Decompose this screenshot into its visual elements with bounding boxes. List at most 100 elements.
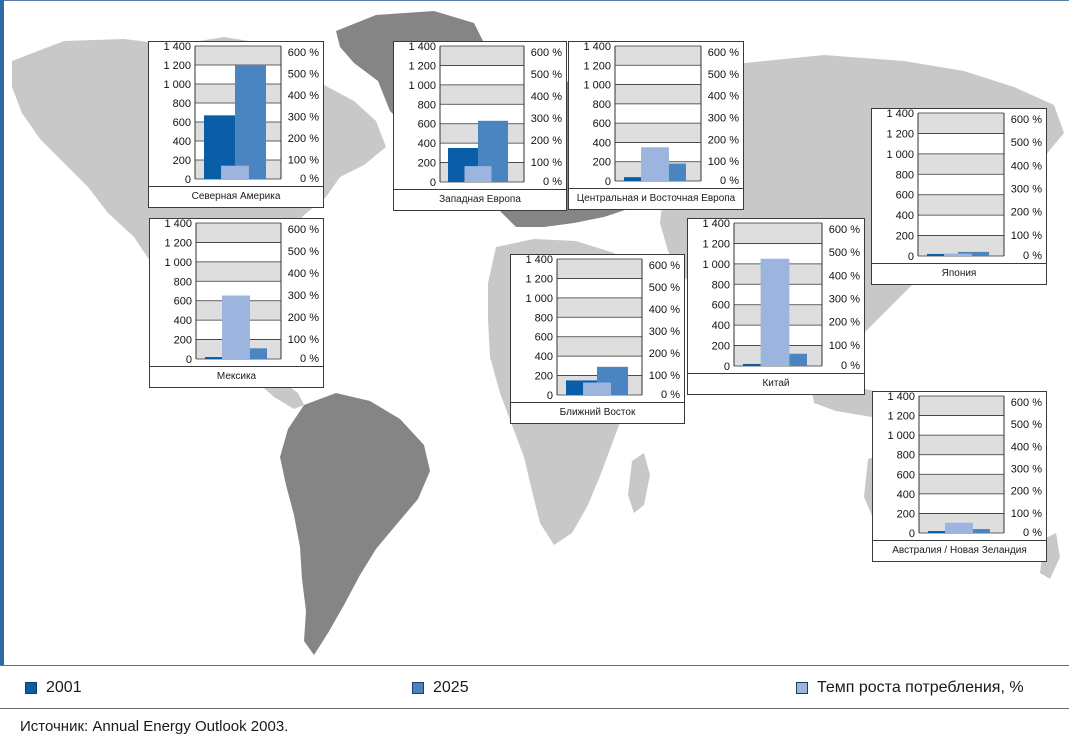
left-tick-label: 1 200 (408, 60, 436, 72)
left-tick-label: 1 000 (583, 80, 611, 92)
right-tick-label: 200 % (649, 348, 680, 360)
bar-growth (641, 147, 669, 181)
mini-chart-svg: 1 400 1 200 1 000 800 600 400 200 0 600 % 500 % 40… (164, 219, 319, 366)
right-tick-label: 200 % (1011, 486, 1042, 498)
chart-panel-mexico: 1 400 1 200 1 000 800 600 400 200 0 600 % 500 % 40… (149, 218, 324, 388)
grid-band (919, 435, 1004, 455)
right-tick-label: 400 % (1011, 160, 1042, 172)
madagascar-landmass (628, 453, 650, 513)
region-label: Мексика (150, 366, 323, 387)
right-tick-label: 400 % (1011, 441, 1042, 453)
left-tick-label: 400 (896, 210, 914, 222)
region-label: Китай (688, 373, 864, 394)
right-tick-label: 200 % (829, 317, 860, 329)
right-tick-label: 600 % (1011, 114, 1042, 126)
left-tick-label: 1 200 (887, 411, 915, 423)
left-tick-label: 1 400 (525, 255, 553, 266)
region-label: Западная Европа (394, 189, 566, 210)
right-tick-label: 0 % (543, 176, 562, 188)
bar-2001 (205, 357, 236, 359)
right-tick-label: 400 % (649, 304, 680, 316)
right-tick-label: 400 % (708, 91, 739, 103)
bar-growth (221, 165, 249, 179)
left-tick-label: 200 (897, 508, 915, 520)
legend-label-2001: 2001 (46, 679, 82, 696)
grid-band (919, 474, 1004, 494)
right-tick-label: 200 % (708, 134, 739, 146)
right-tick-label: 200 % (1011, 207, 1042, 219)
left-tick-label: 0 (186, 354, 192, 366)
mini-chart-svg: 1 400 1 200 1 000 800 600 400 200 0 600 % 500 % 40… (886, 109, 1042, 263)
right-tick-label: 0 % (661, 389, 680, 401)
source-note: Источник: Annual Energy Outlook 2003. (20, 718, 289, 735)
left-tick-label: 400 (712, 320, 730, 332)
right-tick-label: 400 % (829, 270, 860, 282)
left-tick-label: 800 (897, 450, 915, 462)
left-tick-label: 600 (712, 300, 730, 312)
left-tick-label: 1 000 (886, 149, 914, 161)
bar-2025 (959, 529, 990, 533)
left-tick-label: 600 (897, 469, 915, 481)
right-tick-label: 100 % (829, 340, 860, 352)
legend-item-2025: 2025 (412, 678, 469, 698)
bar-growth (222, 295, 250, 359)
right-tick-label: 100 % (708, 156, 739, 168)
left-tick-label: 600 (593, 118, 611, 130)
bar-2001 (743, 363, 775, 366)
left-tick-label: 1 400 (702, 219, 730, 230)
left-tick-label: 400 (593, 137, 611, 149)
left-tick-label: 800 (896, 169, 914, 181)
right-tick-label: 200 % (531, 135, 562, 147)
left-tick-label: 1 200 (886, 128, 914, 140)
right-tick-label: 200 % (288, 133, 319, 145)
right-tick-label: 100 % (1011, 508, 1042, 520)
grid-band (557, 336, 642, 357)
grid-band (918, 113, 1004, 134)
left-tick-label: 200 (418, 158, 436, 170)
left-tick-label: 1 400 (408, 42, 436, 53)
left-tick-label: 600 (896, 190, 914, 202)
chart-panel-central-eastern-europe: 1 400 1 200 1 000 800 600 400 200 0 600 % 500 % 40… (568, 41, 744, 210)
left-tick-label: 200 (173, 155, 191, 167)
bar-2025 (958, 251, 989, 256)
left-tick-label: 800 (712, 279, 730, 291)
region-label: Центральная и Восточная Европа (569, 188, 743, 209)
right-tick-label: 300 % (1011, 464, 1042, 476)
right-tick-label: 0 % (1023, 527, 1042, 539)
right-tick-label: 600 % (708, 47, 739, 59)
world-map: 1 400 1 200 1 000 800 600 400 200 0 600 % 500 % 40… (4, 1, 1069, 665)
left-tick-label: 200 (712, 341, 730, 353)
right-tick-label: 0 % (720, 175, 739, 187)
left-tick-label: 1 000 (408, 80, 436, 92)
right-tick-label: 0 % (300, 173, 319, 185)
right-tick-label: 500 % (1011, 419, 1042, 431)
legend-swatch-2001 (25, 682, 37, 694)
bar-growth (945, 522, 973, 533)
left-tick-label: 1 200 (525, 273, 553, 285)
left-tick-label: 400 (173, 136, 191, 148)
left-tick-label: 0 (909, 528, 915, 540)
left-tick-label: 400 (174, 315, 192, 327)
right-tick-label: 100 % (288, 155, 319, 167)
grid-band (196, 223, 281, 243)
left-tick-label: 1 000 (887, 430, 915, 442)
chart-panel-china: 1 400 1 200 1 000 800 600 400 200 0 600 % 500 % 40… (687, 218, 865, 395)
left-tick-label: 800 (174, 276, 192, 288)
chart-panel-japan: 1 400 1 200 1 000 800 600 400 200 0 600 % 500 % 40… (871, 108, 1047, 285)
mini-chart-svg: 1 400 1 200 1 000 800 600 400 200 0 600 % 500 % 40… (408, 42, 562, 189)
left-tick-label: 0 (605, 176, 611, 188)
grid-band (440, 46, 524, 66)
right-tick-label: 600 % (531, 47, 562, 59)
bar-growth (760, 258, 790, 366)
grid-band (195, 46, 281, 65)
bar-growth (464, 166, 492, 182)
right-tick-label: 100 % (288, 334, 319, 346)
bar-growth (583, 382, 611, 395)
right-tick-label: 500 % (649, 282, 680, 294)
left-tick-label: 1 400 (583, 42, 611, 53)
legend: 2001 2025 Темп роста потребления, % (0, 665, 1069, 709)
left-tick-label: 600 (535, 332, 553, 344)
grid-band (918, 194, 1004, 216)
grid-band (196, 261, 281, 282)
grid-band (918, 153, 1004, 175)
